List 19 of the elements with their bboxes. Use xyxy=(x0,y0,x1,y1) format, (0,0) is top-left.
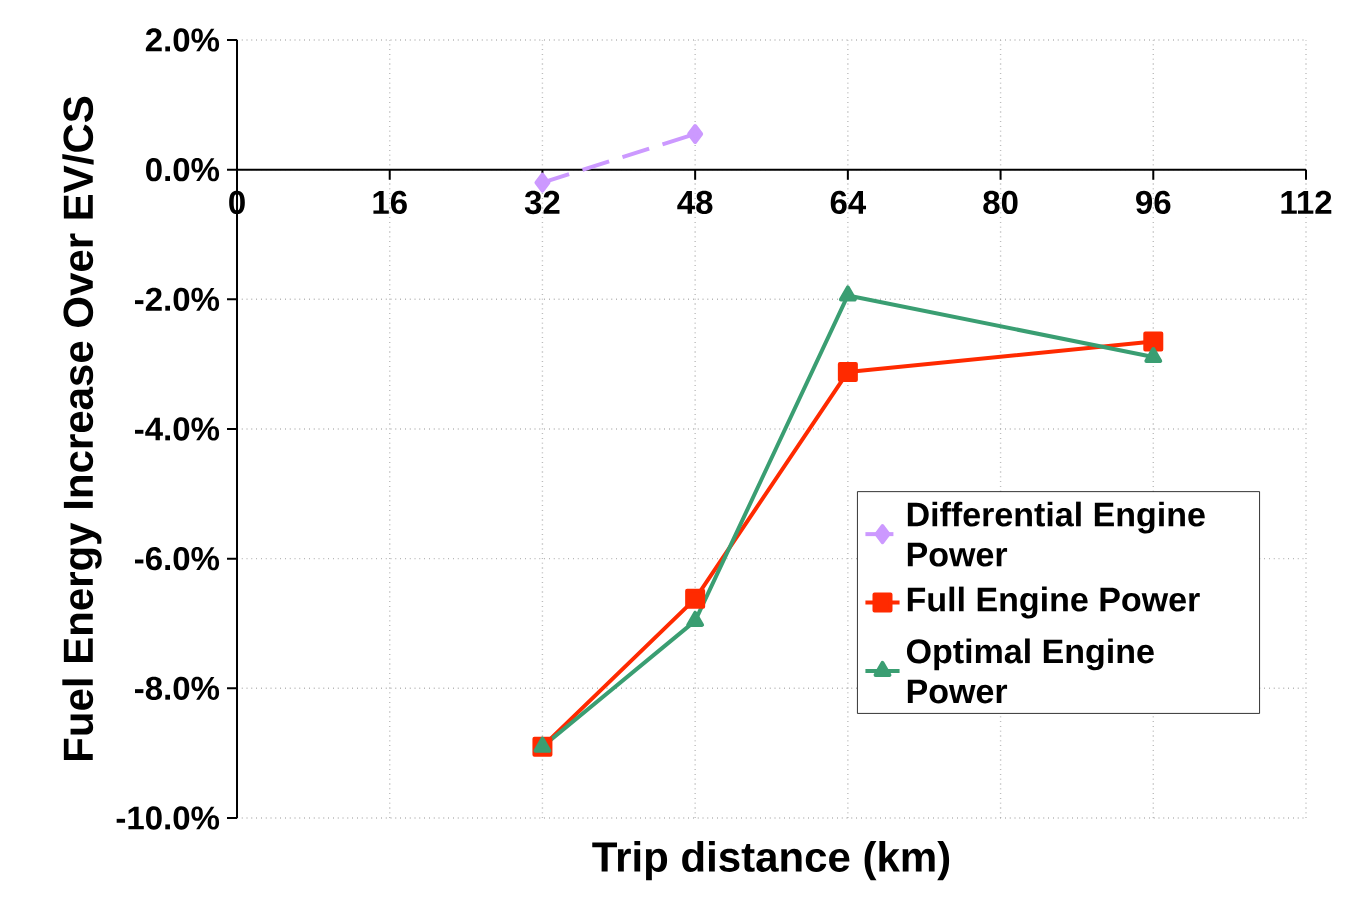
legend-label: Differential Engine Power xyxy=(907,501,1205,567)
x-tick-label: 16 xyxy=(373,190,407,215)
legend-label: Optimal Engine Power xyxy=(906,638,1154,704)
x-tick-label: 64 xyxy=(830,190,867,215)
y-axis-title: Fuel Energy Increase Over EV/CS xyxy=(62,96,102,760)
y-tick-label: -4.0% xyxy=(135,417,220,441)
x-tick-label: 80 xyxy=(983,190,1018,215)
x-tick-label: 48 xyxy=(677,190,713,215)
y-tick-label: -6.0% xyxy=(135,546,220,571)
y-tick-label: -2.0% xyxy=(135,287,220,311)
y-tick-label: 2.0% xyxy=(145,28,220,52)
x-axis-title: Trip distance (km) xyxy=(592,841,950,881)
y-tick-label: 0.0% xyxy=(146,157,220,182)
legend-label: Full Engine Power xyxy=(907,586,1200,619)
x-tick-label: 112 xyxy=(1281,190,1332,214)
x-tick-label: 96 xyxy=(1136,190,1171,215)
y-tick-label: -10.0% xyxy=(116,806,220,830)
y-tick-label: -8.0% xyxy=(135,676,220,700)
x-tick-label: 32 xyxy=(524,190,560,215)
